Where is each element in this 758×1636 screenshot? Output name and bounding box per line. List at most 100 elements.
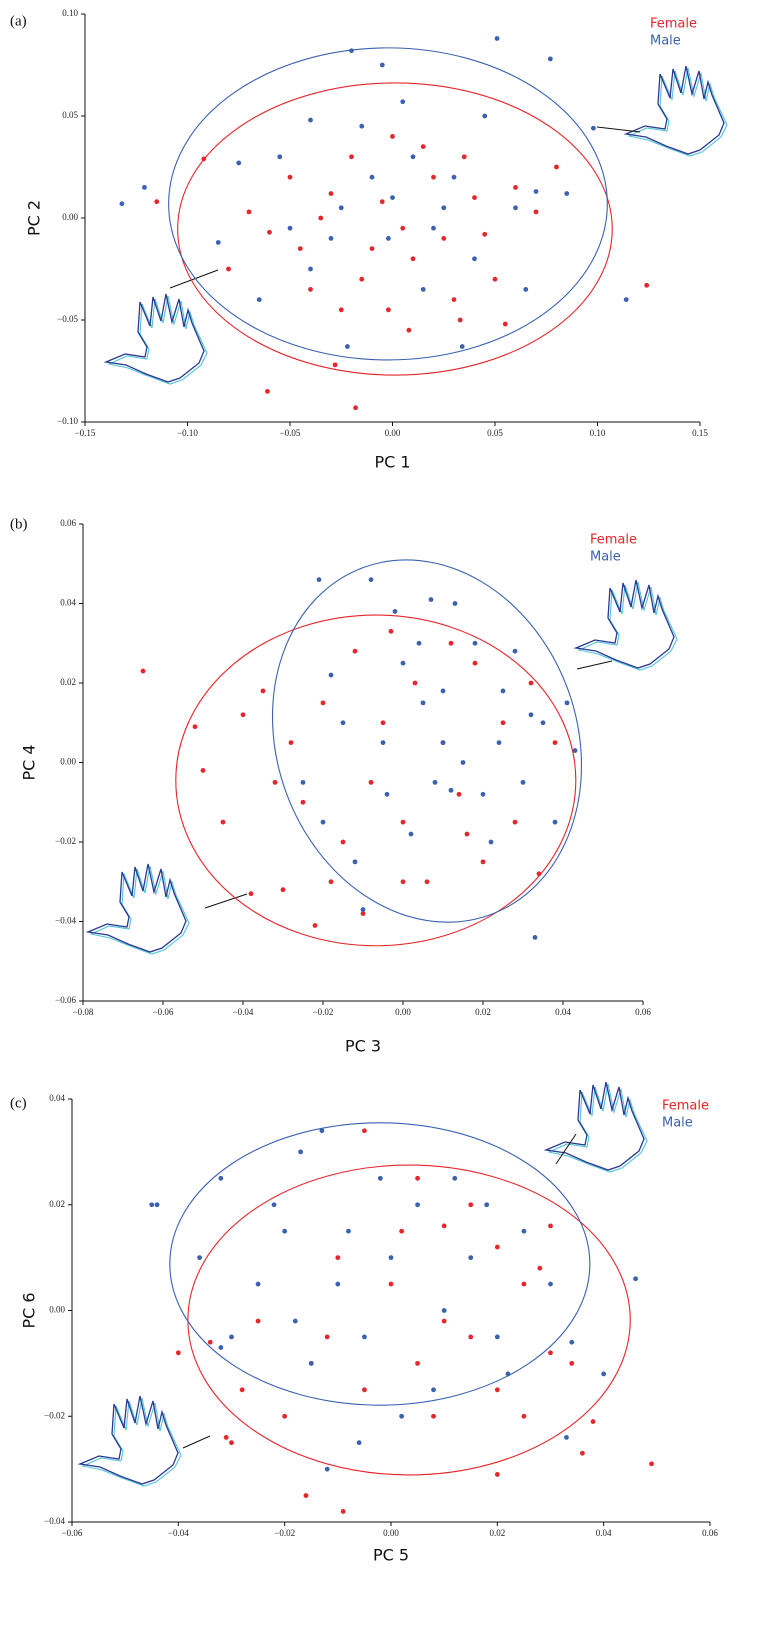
data-point (472, 640, 478, 646)
data-point (388, 628, 394, 634)
panel-label: (c) (10, 1095, 27, 1111)
data-point (255, 1281, 261, 1287)
data-point (346, 1228, 351, 1234)
data-point (601, 1371, 607, 1377)
data-point (428, 597, 434, 602)
data-point (377, 1175, 383, 1181)
data-point (380, 720, 386, 726)
legend-entry: Male (650, 34, 681, 49)
data-point (415, 1360, 420, 1366)
data-point (207, 1339, 213, 1345)
data-point (349, 48, 354, 54)
data-point (236, 160, 242, 166)
data-point (248, 891, 254, 897)
data-point (448, 640, 454, 646)
data-point (552, 819, 558, 825)
data-point (580, 1450, 585, 1456)
data-point (536, 871, 542, 877)
hand-diagram (79, 1395, 182, 1487)
data-point (316, 577, 322, 583)
data-point (340, 1509, 346, 1514)
data-point (500, 720, 506, 726)
x-tick-label: 0.02 (489, 1528, 505, 1538)
data-point (399, 1413, 405, 1419)
data-point (369, 246, 375, 252)
data-point (328, 672, 334, 678)
data-point (441, 1318, 447, 1324)
data-point (513, 185, 518, 190)
data-point (440, 740, 446, 746)
data-point (532, 935, 538, 940)
data-point (272, 779, 278, 785)
data-point (623, 297, 629, 302)
leader-line (596, 126, 641, 133)
data-point (240, 712, 246, 718)
data-point (590, 1419, 596, 1424)
data-point (424, 879, 430, 885)
data-point (406, 327, 412, 333)
data-point (287, 174, 293, 180)
hand-diagram (105, 293, 208, 385)
data-point (303, 1493, 309, 1498)
data-point (452, 601, 458, 606)
data-point (528, 712, 534, 718)
data-point (318, 215, 324, 221)
data-point (468, 1255, 474, 1261)
x-axis-title: PC 5 (373, 1546, 409, 1565)
data-point (400, 225, 406, 231)
x-axis-title: PC 1 (374, 453, 410, 472)
data-point (297, 246, 303, 252)
data-point (415, 1175, 420, 1181)
data-point (335, 1255, 341, 1261)
x-tick-label: −0.15 (75, 428, 96, 438)
y-axis-title: PC 4 (20, 744, 39, 780)
data-point (335, 1281, 341, 1287)
data-point (356, 1440, 362, 1446)
data-point (548, 1281, 553, 1287)
data-point (440, 688, 446, 694)
y-tick-label: 0.02 (49, 1199, 65, 1209)
data-point (548, 1350, 553, 1356)
data-point (239, 1387, 245, 1393)
data-point (472, 195, 477, 201)
x-tick-label: 0.10 (590, 428, 606, 438)
y-tick-label: −0.04 (55, 916, 76, 926)
data-point (512, 648, 518, 654)
y-tick-label: 0.00 (49, 1305, 65, 1315)
data-point (175, 1350, 181, 1356)
data-point (379, 199, 385, 205)
confidence-ellipse (168, 47, 608, 361)
data-point (328, 191, 334, 196)
data-point (649, 1461, 654, 1467)
data-point (400, 660, 406, 666)
data-point (319, 1128, 325, 1134)
data-point (472, 660, 478, 666)
data-point (288, 740, 294, 746)
x-tick-label: 0.00 (383, 1528, 399, 1538)
data-point (154, 199, 160, 205)
data-point (308, 287, 313, 292)
data-point (468, 1334, 474, 1340)
x-tick-label: −0.08 (73, 1007, 94, 1017)
data-point (456, 791, 462, 797)
data-point (457, 317, 463, 323)
data-point (229, 1334, 234, 1340)
data-point (218, 1175, 224, 1181)
y-tick-label: −0.02 (55, 836, 76, 846)
data-point (328, 236, 334, 241)
data-point (353, 405, 358, 411)
confidence-ellipse (175, 614, 577, 947)
data-point (256, 297, 262, 302)
y-tick-label: 0.10 (62, 8, 78, 18)
data-point (505, 1371, 511, 1377)
x-tick-label: 0.05 (487, 428, 503, 438)
x-tick-label: −0.05 (280, 428, 301, 438)
data-point (324, 1334, 330, 1340)
data-point (431, 225, 436, 231)
data-point (521, 1228, 527, 1234)
data-point (300, 799, 306, 805)
data-point (368, 577, 374, 583)
y-tick-label: −0.04 (44, 1516, 65, 1526)
data-point (468, 1202, 474, 1208)
